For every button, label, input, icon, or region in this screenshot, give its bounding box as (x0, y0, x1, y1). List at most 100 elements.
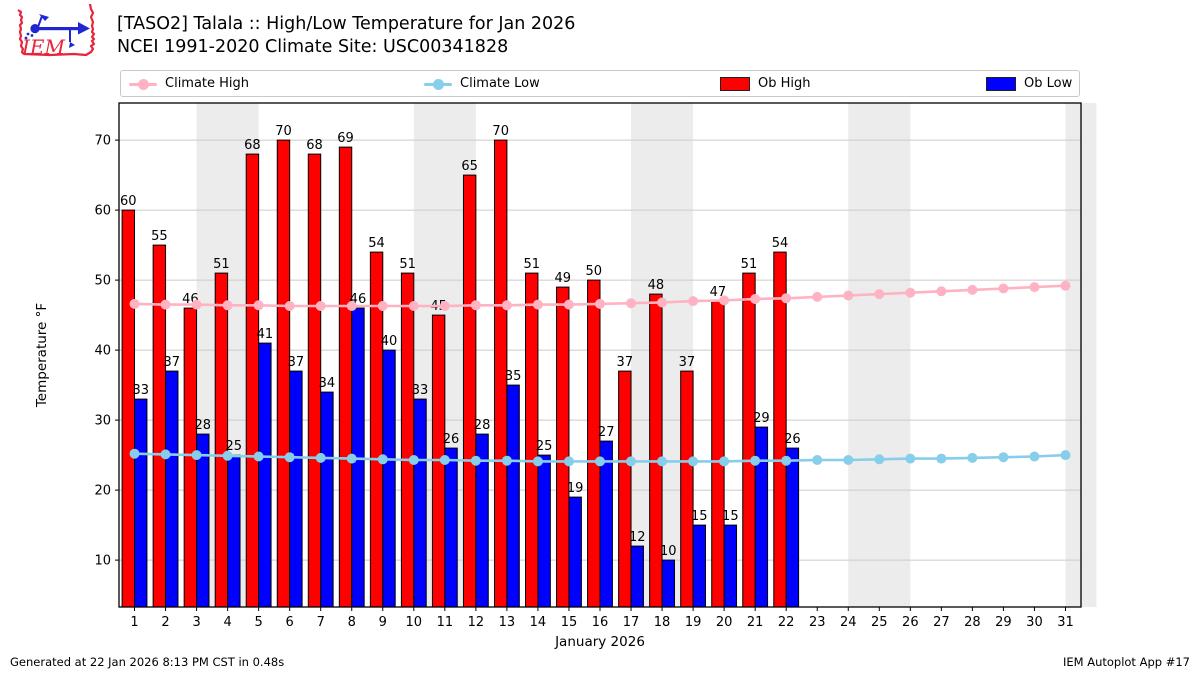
svg-text:35: 35 (505, 369, 522, 384)
svg-text:Temperature °F: Temperature °F (34, 303, 50, 408)
svg-text:7: 7 (317, 615, 325, 630)
svg-text:40: 40 (381, 334, 398, 349)
svg-text:4: 4 (223, 615, 231, 630)
svg-text:51: 51 (741, 257, 758, 272)
svg-text:23: 23 (809, 615, 826, 630)
svg-text:11: 11 (437, 615, 454, 630)
svg-text:January 2026: January 2026 (554, 634, 645, 650)
svg-text:18: 18 (654, 615, 671, 630)
iem-logo: IEM (17, 4, 96, 59)
svg-text:20: 20 (94, 484, 111, 499)
svg-text:25: 25 (536, 439, 553, 454)
svg-text:15: 15 (691, 509, 708, 524)
climate-high-line-swatch-icon (129, 77, 157, 91)
svg-text:20: 20 (716, 615, 733, 630)
legend-item-ob-low: Ob Low (986, 71, 1072, 96)
svg-text:37: 37 (163, 355, 180, 370)
svg-text:37: 37 (617, 355, 634, 370)
chart-legend: Climate High Climate Low Ob High Ob Low (120, 70, 1080, 97)
app-credit: IEM Autoplot App #17 (1062, 655, 1190, 669)
svg-text:28: 28 (195, 418, 212, 433)
svg-text:50: 50 (94, 274, 111, 289)
svg-text:29: 29 (753, 411, 770, 426)
svg-text:15: 15 (561, 615, 578, 630)
legend-label: Climate High (165, 76, 250, 91)
climate-low-line-swatch-icon (424, 77, 452, 91)
svg-text:16: 16 (592, 615, 609, 630)
svg-text:37: 37 (288, 355, 305, 370)
ob-high-bar-swatch-icon (720, 76, 750, 91)
legend-item-ob-high: Ob High (720, 71, 811, 96)
svg-text:8: 8 (348, 615, 356, 630)
svg-text:31: 31 (1057, 615, 1074, 630)
svg-text:60: 60 (120, 194, 137, 209)
svg-text:51: 51 (523, 257, 540, 272)
svg-text:2: 2 (161, 615, 169, 630)
svg-text:25: 25 (226, 439, 243, 454)
svg-text:14: 14 (530, 615, 547, 630)
svg-text:26: 26 (902, 615, 919, 630)
svg-text:17: 17 (623, 615, 640, 630)
svg-text:5: 5 (255, 615, 263, 630)
svg-text:26: 26 (443, 432, 460, 447)
svg-text:70: 70 (94, 134, 111, 149)
generated-timestamp: Generated at 22 Jan 2026 8:13 PM CST in … (10, 655, 285, 669)
svg-text:28: 28 (964, 615, 981, 630)
legend-label: Climate Low (460, 76, 540, 91)
svg-text:33: 33 (132, 383, 149, 398)
svg-text:37: 37 (679, 355, 696, 370)
iem-wordmark: IEM (21, 35, 66, 59)
svg-text:50: 50 (586, 264, 603, 279)
svg-text:30: 30 (1026, 615, 1043, 630)
svg-text:27: 27 (598, 425, 615, 440)
ob-low-bar-swatch-icon (986, 76, 1016, 91)
legend-item-climate-low: Climate Low (424, 71, 540, 96)
svg-text:41: 41 (257, 327, 274, 342)
title-line-1: [TASO2] Talala :: High/Low Temperature f… (117, 14, 576, 34)
svg-text:10: 10 (406, 615, 423, 630)
svg-text:22: 22 (778, 615, 795, 630)
svg-text:24: 24 (840, 615, 857, 630)
svg-text:25: 25 (871, 615, 888, 630)
svg-text:21: 21 (747, 615, 764, 630)
svg-text:40: 40 (94, 344, 111, 359)
svg-text:48: 48 (648, 278, 665, 293)
title-line-2: NCEI 1991-2020 Climate Site: USC00341828 (117, 37, 509, 57)
svg-text:29: 29 (995, 615, 1012, 630)
svg-text:10: 10 (660, 544, 677, 559)
svg-text:49: 49 (554, 271, 571, 286)
svg-text:70: 70 (492, 124, 509, 139)
svg-text:26: 26 (784, 432, 801, 447)
legend-item-climate-high: Climate High (129, 71, 249, 96)
svg-text:1: 1 (130, 615, 138, 630)
svg-text:33: 33 (412, 383, 429, 398)
svg-text:54: 54 (368, 236, 385, 251)
svg-text:15: 15 (722, 509, 739, 524)
svg-text:19: 19 (567, 481, 584, 496)
page-title: [TASO2] Talala :: High/Low Temperature f… (117, 13, 575, 59)
legend-label: Ob Low (1024, 76, 1073, 91)
svg-text:30: 30 (94, 414, 111, 429)
svg-text:68: 68 (244, 138, 261, 153)
svg-text:19: 19 (685, 615, 702, 630)
svg-text:28: 28 (474, 418, 491, 433)
svg-text:60: 60 (94, 204, 111, 219)
svg-text:68: 68 (306, 138, 323, 153)
svg-text:3: 3 (192, 615, 200, 630)
svg-text:34: 34 (319, 376, 336, 391)
svg-text:51: 51 (213, 257, 230, 272)
svg-text:51: 51 (399, 257, 416, 272)
svg-text:12: 12 (629, 530, 646, 545)
svg-text:9: 9 (379, 615, 387, 630)
svg-text:65: 65 (461, 159, 478, 174)
svg-text:55: 55 (151, 229, 168, 244)
svg-text:12: 12 (468, 615, 485, 630)
svg-text:6: 6 (286, 615, 294, 630)
weather-vane-icon (24, 14, 90, 48)
svg-text:13: 13 (499, 615, 516, 630)
svg-text:10: 10 (94, 554, 111, 569)
svg-text:70: 70 (275, 124, 292, 139)
legend-label: Ob High (758, 76, 811, 91)
svg-text:54: 54 (772, 236, 789, 251)
